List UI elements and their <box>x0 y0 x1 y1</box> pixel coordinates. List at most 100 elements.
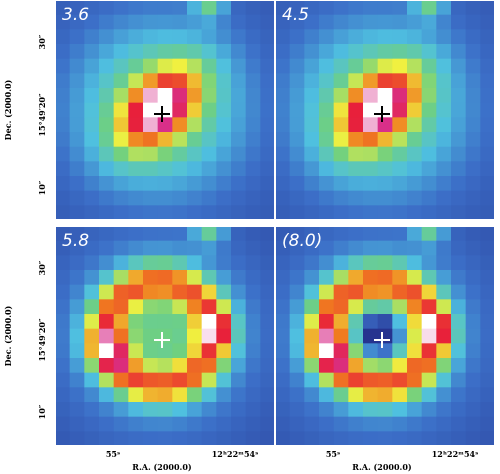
pixel <box>421 314 437 330</box>
pixel <box>363 387 379 403</box>
pixel <box>392 431 408 447</box>
pixel <box>451 161 467 177</box>
pixel <box>363 0 379 16</box>
pixel <box>84 14 100 30</box>
pixel <box>172 190 188 206</box>
pixel <box>245 102 261 118</box>
pixel <box>99 416 115 432</box>
pixel <box>113 58 129 74</box>
pixel <box>407 431 423 447</box>
pixel <box>84 387 100 403</box>
y-axis-label: Dec. (2000.0) <box>3 305 13 366</box>
pixel <box>157 284 173 300</box>
pixel <box>392 58 408 74</box>
pixel <box>157 328 173 344</box>
pixel <box>392 0 408 16</box>
pixel <box>231 372 247 388</box>
pixel <box>451 314 467 330</box>
pixel <box>348 146 364 162</box>
pixel <box>260 343 276 359</box>
pixel <box>187 88 203 104</box>
pixel <box>245 284 261 300</box>
panel <box>54 0 276 221</box>
pixel <box>55 176 71 192</box>
pixel <box>172 0 188 16</box>
pixel <box>69 102 85 118</box>
pixel <box>363 314 379 330</box>
pixel <box>128 299 144 315</box>
pixel <box>55 117 71 133</box>
pixel <box>333 270 349 286</box>
pixel <box>201 372 217 388</box>
pixel <box>143 416 159 432</box>
pixel <box>260 190 276 206</box>
pixel <box>392 161 408 177</box>
pixel <box>231 117 247 133</box>
pixel <box>377 226 393 242</box>
pixel <box>201 358 217 374</box>
pixel <box>187 270 203 286</box>
pixel <box>113 102 129 118</box>
pixel <box>319 14 335 30</box>
pixel <box>377 88 393 104</box>
pixel <box>55 255 71 271</box>
pixel <box>348 372 364 388</box>
pixel <box>157 146 173 162</box>
pixel <box>187 132 203 148</box>
pixel <box>187 372 203 388</box>
pixel <box>231 416 247 432</box>
pixel <box>143 190 159 206</box>
pixel <box>451 416 467 432</box>
pixel <box>480 240 496 256</box>
pixel <box>55 161 71 177</box>
pixel <box>480 402 496 418</box>
pixel <box>421 176 437 192</box>
pixel <box>128 190 144 206</box>
pixel <box>392 102 408 118</box>
pixel <box>99 372 115 388</box>
pixel <box>333 299 349 315</box>
pixel <box>172 343 188 359</box>
pixel <box>172 58 188 74</box>
x-tick-label: 55ˢ <box>326 449 340 459</box>
pixel <box>216 240 232 256</box>
pixel <box>275 372 291 388</box>
pixel <box>363 58 379 74</box>
pixel <box>348 240 364 256</box>
pixel <box>216 0 232 16</box>
pixel <box>333 176 349 192</box>
pixel <box>304 117 320 133</box>
pixel <box>69 299 85 315</box>
pixel <box>201 0 217 16</box>
pixel <box>245 314 261 330</box>
pixel <box>55 73 71 89</box>
pixel <box>84 161 100 177</box>
pixel <box>245 358 261 374</box>
pixel <box>260 88 276 104</box>
pixel <box>55 88 71 104</box>
pixel <box>187 0 203 16</box>
pixel <box>304 205 320 221</box>
pixel <box>113 270 129 286</box>
pixel <box>216 73 232 89</box>
pixel <box>363 255 379 271</box>
pixel <box>319 358 335 374</box>
pixel <box>436 44 452 60</box>
pixel <box>245 343 261 359</box>
pixel <box>260 132 276 148</box>
pixel <box>333 14 349 30</box>
pixel <box>84 44 100 60</box>
pixel <box>113 73 129 89</box>
pixel <box>113 161 129 177</box>
pixel <box>216 431 232 447</box>
pixel <box>69 14 85 30</box>
pixel <box>99 190 115 206</box>
pixel <box>55 0 71 16</box>
pixel <box>245 416 261 432</box>
pixel <box>304 372 320 388</box>
pixel <box>201 240 217 256</box>
pixel <box>55 431 71 447</box>
pixel <box>436 117 452 133</box>
pixel <box>216 44 232 60</box>
